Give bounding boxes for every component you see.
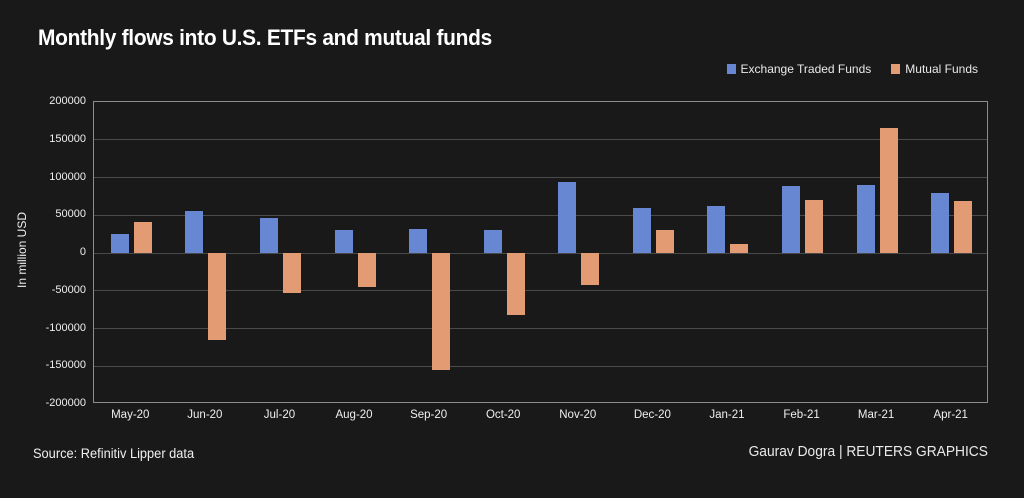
bar-etf-Dec-20 — [632, 207, 651, 253]
y-tick-label--100000: -100000 — [45, 321, 86, 334]
x-tick-label-Jul-20: Jul-20 — [263, 409, 296, 421]
plot-area — [93, 101, 988, 403]
gridline-0 — [94, 252, 987, 254]
gridline--50000 — [94, 290, 987, 292]
bar-etf-Oct-20 — [483, 229, 502, 253]
bar-etf-Aug-20 — [334, 230, 353, 253]
etf-legend-swatch-icon — [726, 64, 736, 74]
bar-etf-Nov-20 — [558, 182, 577, 253]
mutual-funds-legend-swatch-icon — [891, 64, 901, 74]
gridline-50000 — [94, 214, 987, 216]
bar-mutual-funds-May-20 — [133, 222, 152, 253]
mutual-funds-legend-label: Mutual Funds — [905, 62, 978, 76]
bar-mutual-funds-Aug-20 — [357, 253, 376, 287]
bar-mutual-funds-Sep-20 — [432, 253, 451, 371]
bar-mutual-funds-Jul-20 — [282, 253, 301, 293]
x-tick-label-Dec-20: Dec-20 — [633, 409, 671, 421]
x-tick-label-Oct-20: Oct-20 — [485, 409, 521, 421]
x-tick-label-Nov-20: Nov-20 — [559, 409, 597, 421]
bar-etf-Jun-20 — [185, 210, 204, 253]
bar-mutual-funds-Apr-21 — [954, 200, 973, 253]
y-tick-label-200000: 200000 — [49, 95, 86, 107]
bar-etf-Feb-21 — [782, 185, 801, 253]
etf-legend-label: Exchange Traded Funds — [740, 62, 872, 76]
x-tick-label-Apr-21: Apr-21 — [933, 409, 968, 421]
y-tick-label-50000: 50000 — [55, 208, 86, 221]
bar-mutual-funds-Jan-21 — [730, 243, 749, 253]
y-axis-ticks: 200000 150000 100000 50000 0 -50000 -100000 -15… — [0, 95, 86, 409]
bar-etf-Sep-20 — [409, 228, 428, 253]
x-tick-label-Jun-20: Jun-20 — [187, 409, 223, 421]
x-tick-label-Mar-21: Mar-21 — [857, 409, 895, 421]
bar-etf-May-20 — [110, 234, 129, 253]
bar-mutual-funds-Dec-20 — [655, 230, 674, 253]
bar-etf-Apr-21 — [931, 193, 950, 253]
gridline--150000 — [94, 365, 987, 367]
x-tick-label-May-20: May-20 — [111, 409, 150, 421]
legend-item-exchange-traded-funds: Exchange Traded Funds — [726, 62, 872, 76]
y-tick-label-0: 0 — [79, 246, 86, 258]
y-tick-label--150000: -150000 — [45, 359, 86, 372]
x-tick-label-Feb-21: Feb-21 — [783, 409, 820, 421]
credit-byline: Gaurav Dogra | REUTERS GRAPHICS — [748, 444, 988, 460]
bar-mutual-funds-Oct-20 — [506, 253, 525, 315]
bar-mutual-funds-Mar-21 — [879, 127, 898, 253]
y-tick-label--200000: -200000 — [45, 397, 86, 409]
legend-item-mutual-funds: Mutual Funds — [891, 62, 978, 76]
gridline-150000 — [94, 139, 987, 141]
source-note: Source: Refinitiv Lipper data — [33, 446, 195, 461]
y-tick-label-100000: 100000 — [49, 170, 86, 183]
gridline--100000 — [94, 328, 987, 329]
bar-mutual-funds-Nov-20 — [581, 253, 600, 286]
x-tick-label-Sep-20: Sep-20 — [410, 409, 448, 421]
bar-etf-Jul-20 — [259, 217, 278, 253]
bar-mutual-funds-Jun-20 — [208, 253, 227, 340]
x-axis-ticks: May-20 Jun-20 Jul-20 Aug-20 Sep-20 Oct-20 Nov-… — [93, 409, 988, 427]
bar-etf-Jan-21 — [707, 206, 726, 253]
chart-title: Monthly flows into U.S. ETFs and mutual … — [38, 25, 492, 50]
bar-etf-Mar-21 — [856, 185, 875, 253]
gridline-100000 — [94, 177, 987, 178]
y-tick-label-150000: 150000 — [49, 132, 86, 145]
y-tick-label--50000: -50000 — [51, 283, 86, 296]
legend: Exchange Traded Funds Mutual Funds — [726, 62, 978, 76]
x-tick-label-Jan-21: Jan-21 — [709, 409, 745, 421]
x-tick-label-Aug-20: Aug-20 — [335, 409, 373, 421]
bar-mutual-funds-Feb-21 — [805, 200, 824, 253]
